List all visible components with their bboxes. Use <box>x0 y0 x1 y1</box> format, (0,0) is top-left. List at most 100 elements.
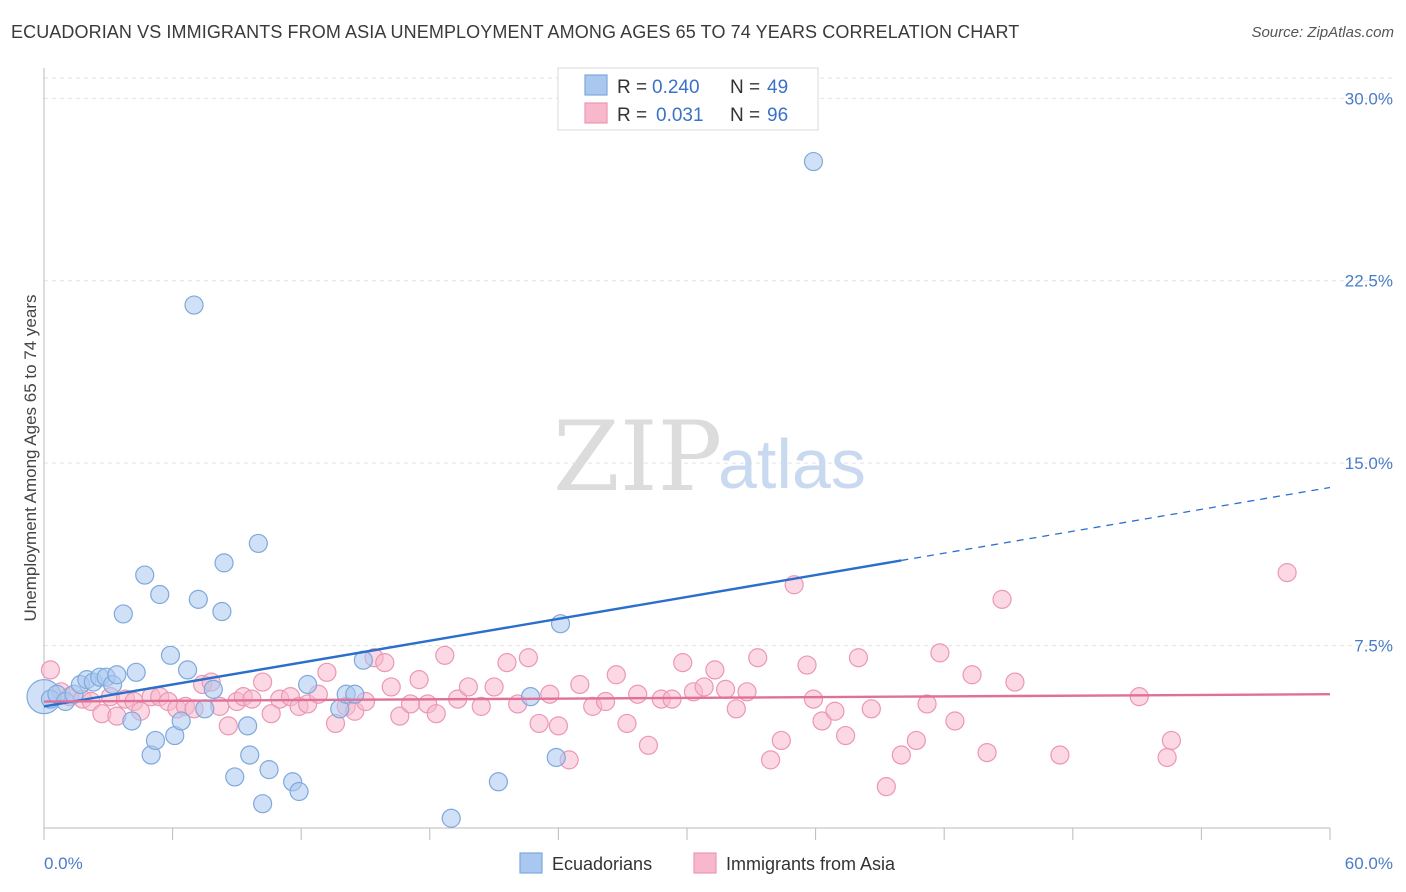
asia-point-41 <box>409 670 429 690</box>
asia-point-87 <box>930 643 950 663</box>
asia-point-86 <box>917 694 937 714</box>
asia-point-54 <box>548 716 569 736</box>
ecuadorian-point-27 <box>212 601 232 622</box>
ecuadorian-point-28 <box>214 553 234 573</box>
trend-lines <box>43 486 1331 708</box>
asia-point-62 <box>638 735 659 755</box>
x-tick-label-min: 0.0% <box>44 854 83 873</box>
asia-point-67 <box>694 677 714 697</box>
ecuadorian-point-21 <box>171 711 191 731</box>
series-immigrants-from-asia <box>40 563 1297 797</box>
asia-point-20 <box>218 716 238 736</box>
legend-swatch-blue <box>584 74 608 96</box>
ecuadorian-trend-line-extension <box>901 486 1331 562</box>
asia-point-23 <box>242 689 262 709</box>
asia-point-39 <box>390 706 410 726</box>
legend-r-label-blue: R = <box>617 77 647 98</box>
ecuadorian-point-30 <box>238 716 258 736</box>
ecuadorian-point-36 <box>289 781 309 802</box>
asia-point-69 <box>715 679 736 699</box>
asia-point-31 <box>317 662 337 682</box>
legend-box: R = 0.240 N = 49 R = 0.031 N = 96 <box>557 67 819 131</box>
asia-point-68 <box>705 660 725 680</box>
asia-point-46 <box>458 677 478 697</box>
bottom-legend-label-ecuadorians: Ecuadorians <box>552 854 652 874</box>
ecuadorian-point-23 <box>184 295 204 315</box>
bottom-legend-swatch-asia <box>693 852 717 874</box>
ecuadorian-point-33 <box>253 794 273 814</box>
y-tick-label-0: 7.5% <box>1354 637 1393 656</box>
asia-point-80 <box>836 725 856 746</box>
asia-point-81 <box>848 648 869 668</box>
legend-swatch-pink <box>584 102 608 124</box>
ecuadorian-point-19 <box>160 645 181 665</box>
chart-title: ECUADORIAN VS IMMIGRANTS FROM ASIA UNEMP… <box>11 22 1020 42</box>
ecuadorian-point-29 <box>225 767 245 787</box>
asia-point-60 <box>617 713 637 734</box>
ecuadorian-point-44 <box>520 687 541 707</box>
asia-point-95 <box>1157 747 1177 768</box>
asia-point-84 <box>891 745 911 765</box>
watermark-zip: ZIP <box>553 401 722 513</box>
asia-point-48 <box>484 677 504 697</box>
ecuadorian-point-18 <box>150 584 170 605</box>
asia-point-44 <box>435 645 455 665</box>
y-tick-label-1: 15.0% <box>1345 454 1393 473</box>
ecuadorian-point-15 <box>135 565 155 585</box>
legend-r-label-pink: R = <box>617 105 647 126</box>
asia-point-38 <box>381 677 401 697</box>
y-tick-label-3: 30.0% <box>1345 89 1393 108</box>
asia-point-79 <box>825 701 845 721</box>
ecuadorian-point-32 <box>248 533 268 554</box>
asia-point-90 <box>977 742 997 763</box>
ecuadorian-point-47 <box>803 151 824 172</box>
asia-point-25 <box>261 704 281 724</box>
asia-point-65 <box>673 653 693 673</box>
ecuadorian-point-43 <box>488 772 508 792</box>
ecuadorian-point-24 <box>188 589 208 609</box>
legend-r-value-blue: 0.240 <box>652 77 700 98</box>
asia-point-85 <box>906 730 926 751</box>
asia-point-83 <box>876 777 896 797</box>
ecuadorian-trend-line <box>43 559 902 708</box>
ecuadorian-point-14 <box>126 662 146 682</box>
y-axis-label: Unemployment Among Ages 65 to 74 years <box>21 295 40 622</box>
legend-n-value-blue: 49 <box>767 77 788 98</box>
asia-point-59 <box>606 665 626 685</box>
asia-point-72 <box>748 648 768 668</box>
bottom-legend-label-asia: Immigrants from Asia <box>726 854 896 874</box>
ecuadorian-point-31 <box>240 745 260 765</box>
legend-n-value-pink: 96 <box>767 105 788 126</box>
asia-point-97 <box>1277 563 1297 583</box>
asia-point-47 <box>471 696 491 716</box>
ecuadorian-point-13 <box>122 711 142 731</box>
watermark-atlas: atlas <box>718 425 866 503</box>
asia-point-94 <box>1129 687 1149 707</box>
ecuadorian-point-26 <box>203 679 223 699</box>
asia-point-49 <box>497 653 517 673</box>
asia-point-76 <box>797 655 817 675</box>
legend-r-value-pink: 0.031 <box>656 105 704 126</box>
asia-point-43 <box>426 704 446 724</box>
asia-point-58 <box>595 691 616 712</box>
asia-point-0 <box>40 660 61 680</box>
asia-point-61 <box>628 684 648 704</box>
asia-point-77 <box>803 689 824 709</box>
watermark: ZIP atlas <box>553 401 866 513</box>
asia-point-88 <box>945 711 965 731</box>
ecuadorian-point-42 <box>441 808 461 828</box>
asia-point-78 <box>812 711 832 731</box>
ecuadorian-point-17 <box>145 730 166 751</box>
asia-point-73 <box>760 750 781 770</box>
gridlines <box>44 77 1392 647</box>
asia-trend-line <box>43 693 1331 703</box>
bottom-legend-swatch-ecuadorians <box>519 852 543 874</box>
asia-point-51 <box>518 648 538 668</box>
bottom-legend: Ecuadorians Immigrants from Asia <box>519 852 896 874</box>
asia-point-96 <box>1161 730 1181 751</box>
ecuadorian-point-34 <box>259 760 279 780</box>
ecuadorian-point-11 <box>107 665 127 685</box>
ecuadorian-point-37 <box>298 674 318 695</box>
asia-point-40 <box>400 694 421 714</box>
